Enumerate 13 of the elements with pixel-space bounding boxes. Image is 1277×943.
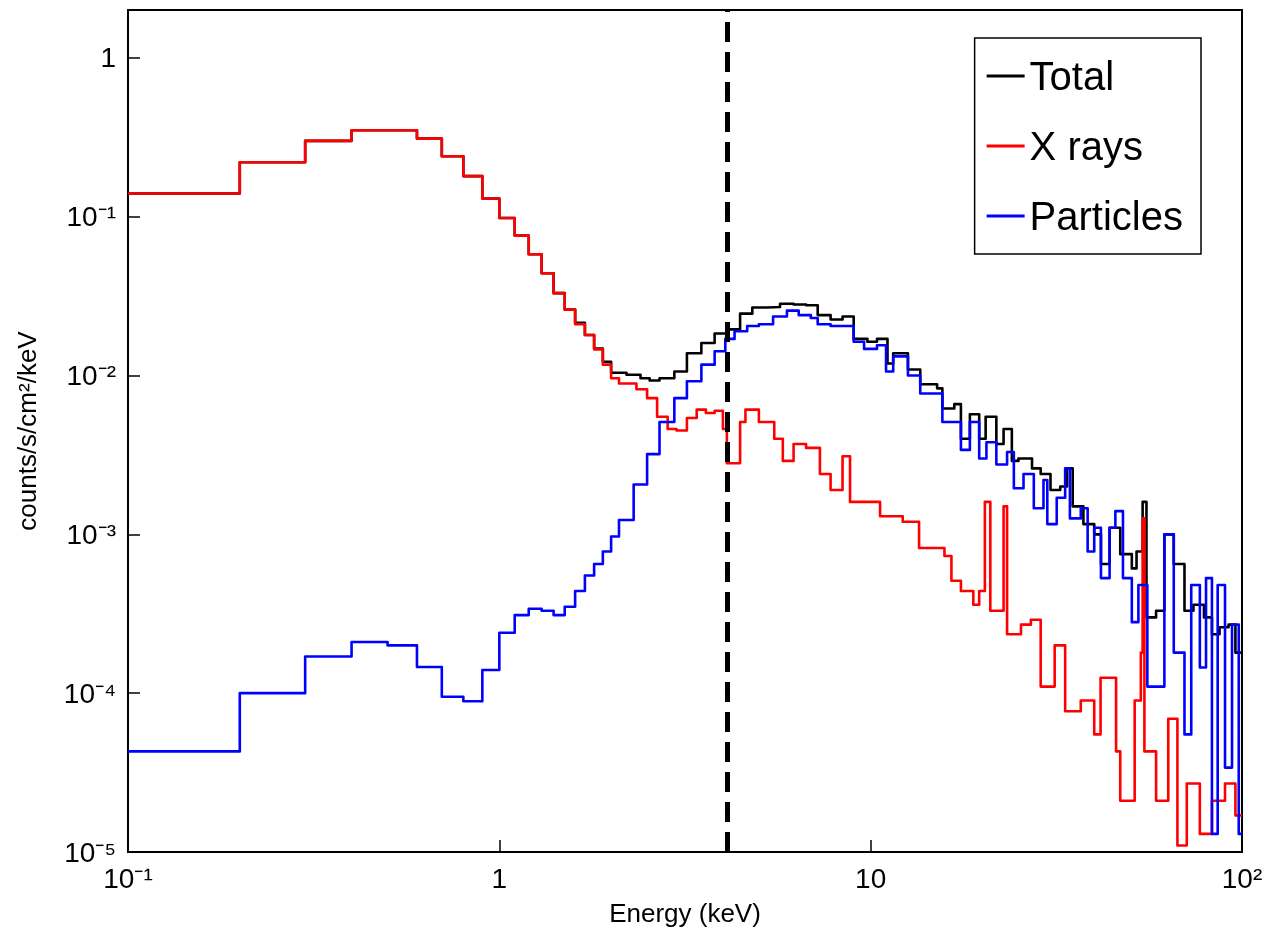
- y-tick-label: 10⁻⁴: [63, 677, 116, 709]
- y-tick-label: 10⁻²: [66, 359, 116, 391]
- legend-label: Total: [1029, 54, 1115, 98]
- y-tick-label: 1: [100, 42, 116, 74]
- y-axis-title: counts/s/cm²/keV: [12, 330, 42, 531]
- legend-label: Particles: [1029, 194, 1184, 238]
- x-tick-label: 1: [491, 862, 508, 894]
- y-tick-label: 10⁻³: [66, 518, 116, 550]
- x-tick-label: 10: [855, 862, 887, 894]
- x-axis-title: Energy (keV): [609, 898, 761, 928]
- x-tick-label: 10²: [1221, 862, 1263, 894]
- legend-label: X rays: [1029, 124, 1143, 168]
- y-tick-label: 10⁻¹: [66, 201, 116, 233]
